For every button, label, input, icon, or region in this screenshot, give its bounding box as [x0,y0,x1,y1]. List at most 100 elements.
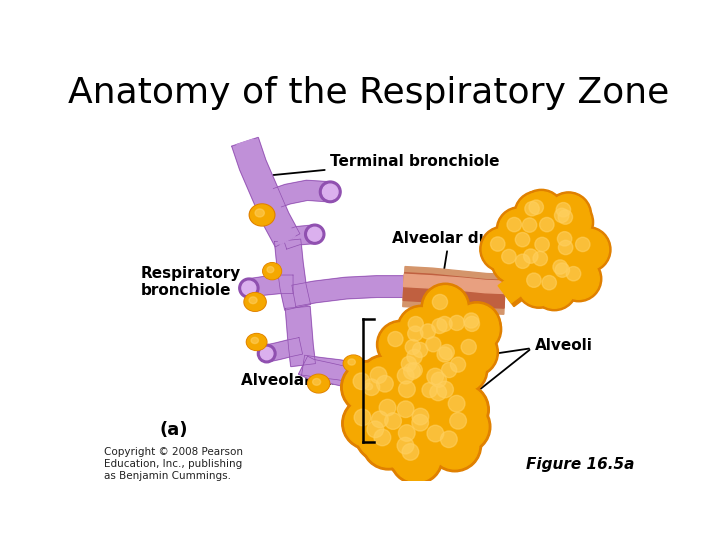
Circle shape [567,229,608,270]
Circle shape [374,429,391,445]
Circle shape [402,444,419,460]
Text: Respiratory
bronchiole: Respiratory bronchiole [140,266,279,298]
Circle shape [239,278,259,298]
Circle shape [507,224,549,265]
Circle shape [364,420,413,467]
Circle shape [450,328,498,376]
Polygon shape [285,306,315,367]
Circle shape [400,396,453,449]
Circle shape [525,201,539,216]
Circle shape [354,369,401,417]
Circle shape [404,363,420,380]
Circle shape [531,209,572,250]
Ellipse shape [361,380,381,397]
Circle shape [547,255,588,296]
Circle shape [455,305,498,347]
Circle shape [437,381,454,398]
Circle shape [548,194,589,235]
Ellipse shape [263,262,282,280]
Circle shape [341,361,394,414]
Circle shape [401,331,450,380]
Circle shape [305,224,325,244]
Circle shape [550,232,591,273]
Circle shape [388,392,436,439]
Ellipse shape [255,209,264,217]
Polygon shape [265,338,302,362]
Text: Figure 16.5a: Figure 16.5a [526,457,634,472]
Circle shape [258,345,276,363]
Circle shape [413,374,456,417]
Circle shape [351,367,404,420]
Circle shape [359,399,413,452]
Circle shape [379,399,396,416]
Ellipse shape [312,379,320,385]
Circle shape [428,308,472,351]
Circle shape [452,302,501,350]
Circle shape [320,181,341,202]
Circle shape [354,409,408,462]
Circle shape [524,227,570,273]
Circle shape [397,401,414,417]
Circle shape [433,354,476,397]
Circle shape [461,340,477,354]
Ellipse shape [364,383,372,390]
Circle shape [398,425,415,441]
Circle shape [387,428,436,475]
Circle shape [436,383,490,436]
Circle shape [514,191,560,237]
Circle shape [426,337,441,352]
Circle shape [362,402,410,449]
Polygon shape [269,180,331,209]
Circle shape [539,218,554,232]
Circle shape [408,316,423,332]
Circle shape [491,239,537,285]
Circle shape [440,403,488,450]
Circle shape [401,356,416,372]
Ellipse shape [343,355,364,372]
Circle shape [437,316,452,332]
Circle shape [544,252,590,298]
Circle shape [464,313,479,328]
Circle shape [392,434,440,482]
Circle shape [415,356,468,409]
Circle shape [525,243,566,284]
Circle shape [307,227,322,241]
Circle shape [482,228,523,269]
Ellipse shape [244,293,266,311]
Circle shape [529,207,575,253]
Circle shape [423,363,466,407]
Polygon shape [292,276,404,306]
Circle shape [567,267,581,281]
Circle shape [261,347,273,360]
Circle shape [367,421,384,438]
Circle shape [499,209,540,250]
Circle shape [531,265,577,310]
Circle shape [521,192,562,233]
Circle shape [490,237,505,251]
Circle shape [449,395,465,412]
Circle shape [427,368,444,385]
Circle shape [558,258,599,299]
Ellipse shape [344,356,363,372]
Circle shape [514,210,555,251]
Ellipse shape [251,205,274,225]
Circle shape [391,350,445,404]
Circle shape [512,207,558,253]
Ellipse shape [251,338,258,343]
Circle shape [323,184,338,200]
Circle shape [388,332,403,347]
Circle shape [390,431,443,484]
Circle shape [407,363,423,377]
Text: (a): (a) [160,421,188,438]
Circle shape [400,402,453,455]
Circle shape [550,202,591,242]
Circle shape [526,229,568,270]
Circle shape [384,425,438,478]
Polygon shape [248,275,293,297]
Circle shape [424,369,478,422]
Circle shape [493,241,535,282]
Circle shape [522,241,569,287]
Circle shape [399,381,415,397]
Circle shape [505,244,551,289]
Circle shape [502,249,516,264]
